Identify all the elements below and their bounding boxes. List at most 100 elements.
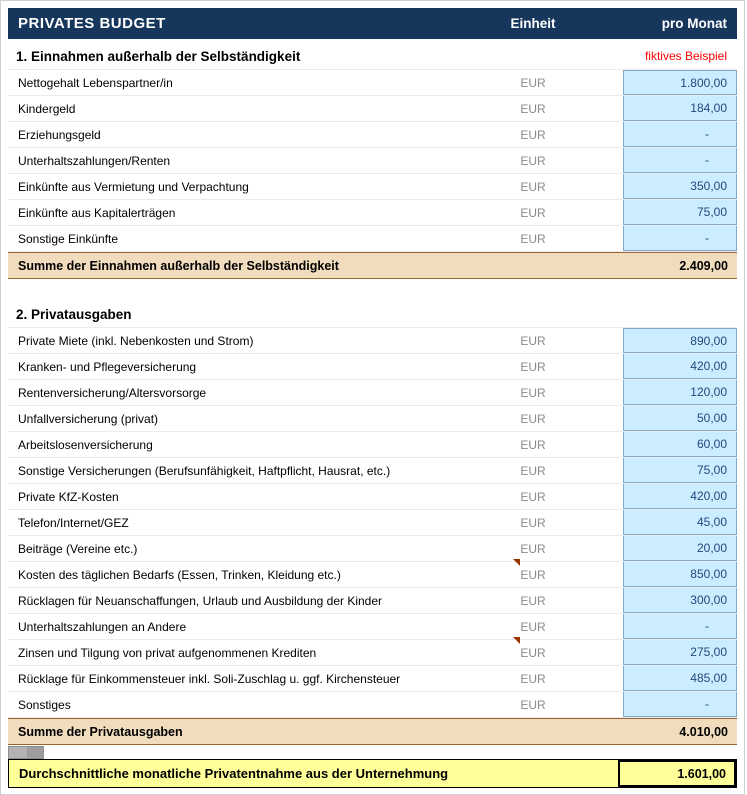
- amount-cell[interactable]: 350,00: [623, 174, 737, 199]
- amount-value: -: [705, 231, 709, 245]
- row-label-text: Sonstige Einkünfte: [18, 231, 119, 246]
- amount-cell[interactable]: 275,00: [623, 640, 737, 665]
- row-label: Sonstiges: [8, 698, 488, 712]
- amount-cell[interactable]: -: [623, 614, 737, 639]
- amount-cell[interactable]: 50,00: [623, 406, 737, 431]
- comment-marker-icon[interactable]: [513, 636, 520, 644]
- amount-value: -: [705, 619, 709, 633]
- unit-label: EUR: [520, 619, 546, 634]
- amount-cell[interactable]: 420,00: [623, 484, 737, 509]
- amount-cell[interactable]: 485,00: [623, 666, 737, 691]
- row-label: Einkünfte aus Vermietung und Verpachtung: [8, 180, 488, 194]
- unit-label: EUR: [520, 127, 546, 142]
- amount-cell[interactable]: 420,00: [623, 354, 737, 379]
- amount-cell[interactable]: 120,00: [623, 380, 737, 405]
- table-row: Private KfZ-Kosten EUR 420,00: [8, 484, 737, 510]
- amount-value: 45,00: [696, 515, 727, 529]
- row-label-text: Rücklagen für Neuanschaffungen, Urlaub u…: [18, 593, 383, 608]
- section-title: 1. Einnahmen außerhalb der Selbständigke…: [16, 48, 301, 64]
- total-value: 1.601,00: [677, 766, 726, 781]
- amount-cell[interactable]: 890,00: [623, 328, 737, 353]
- amount-cell[interactable]: -: [623, 122, 737, 147]
- unit-label: EUR: [520, 593, 546, 608]
- row-label-text: Zinsen und Tilgung von privat aufgenomme…: [18, 645, 317, 660]
- amount-cell[interactable]: 300,00: [623, 588, 737, 613]
- unit-label: EUR: [520, 541, 546, 556]
- table-row: Unterhaltszahlungen an Andere EUR -: [8, 614, 737, 640]
- unit-label: EUR: [520, 179, 546, 194]
- row-label-text: Telefon/Internet/GEZ: [18, 515, 129, 530]
- row-label: Erziehungsgeld: [8, 128, 488, 142]
- row-label-text: Rücklage für Einkommensteuer inkl. Soli-…: [18, 671, 401, 686]
- section-2-heading-row: 2. Privatausgaben: [8, 301, 737, 328]
- unit-label: EUR: [520, 411, 546, 426]
- amount-value: 20,00: [696, 541, 727, 555]
- unit-label: EUR: [520, 333, 546, 348]
- table-row: Arbeitslosenversicherung EUR 60,00: [8, 432, 737, 458]
- section-2-rows: Private Miete (inkl. Nebenkosten und Str…: [8, 328, 737, 718]
- sheet-corner: [8, 745, 44, 759]
- amount-value: 1.800,00: [680, 75, 727, 90]
- row-label-text: Unfallversicherung (privat): [18, 411, 159, 426]
- table-row: Rentenversicherung/Altersvorsorge EUR 12…: [8, 380, 737, 406]
- amount-value: 75,00: [696, 463, 727, 477]
- table-row: Telefon/Internet/GEZ EUR 45,00: [8, 510, 737, 536]
- amount-cell[interactable]: 20,00: [623, 536, 737, 561]
- amount-value: -: [705, 153, 709, 167]
- unit-label: EUR: [520, 671, 546, 686]
- column-header-pro-monat: pro Monat: [661, 16, 727, 31]
- amount-value: 275,00: [690, 645, 727, 659]
- amount-cell[interactable]: 184,00: [623, 96, 737, 121]
- comment-marker-icon[interactable]: [513, 558, 520, 566]
- row-label-text: Arbeitslosenversicherung: [18, 437, 153, 452]
- unit-label: EUR: [520, 645, 546, 660]
- amount-value: 120,00: [690, 385, 727, 399]
- row-label: Private Miete (inkl. Nebenkosten und Str…: [8, 334, 488, 348]
- amount-value: 75,00: [696, 205, 727, 219]
- total-amount-cell[interactable]: 1.601,00: [618, 760, 736, 787]
- amount-cell[interactable]: 75,00: [623, 200, 737, 225]
- amount-value: 890,00: [690, 333, 727, 348]
- budget-sheet: PRIVATES BUDGET Einheit pro Monat 1. Ein…: [8, 8, 737, 788]
- row-label: Arbeitslosenversicherung: [8, 438, 488, 452]
- table-row: Kosten des täglichen Bedarfs (Essen, Tri…: [8, 558, 737, 588]
- row-label: Sonstige Einkünfte: [8, 232, 488, 246]
- row-label: Unfallversicherung (privat): [8, 412, 488, 426]
- section-title: 2. Privatausgaben: [16, 306, 132, 322]
- amount-value: 184,00: [690, 101, 727, 115]
- amount-cell[interactable]: 60,00: [623, 432, 737, 457]
- row-label: Rentenversicherung/Altersvorsorge: [8, 386, 488, 400]
- amount-cell[interactable]: -: [623, 226, 737, 251]
- table-row: Rücklagen für Neuanschaffungen, Urlaub u…: [8, 588, 737, 614]
- row-label: Unterhaltszahlungen an Andere: [8, 620, 488, 634]
- table-row: Rücklage für Einkommensteuer inkl. Soli-…: [8, 666, 737, 692]
- unit-label: EUR: [520, 359, 546, 374]
- row-label: Einkünfte aus Kapitalerträgen: [8, 206, 488, 220]
- amount-cell[interactable]: -: [623, 692, 737, 717]
- unit-label: EUR: [520, 75, 546, 90]
- amount-cell[interactable]: 75,00: [623, 458, 737, 483]
- amount-value: 420,00: [690, 489, 727, 503]
- unit-label: EUR: [520, 153, 546, 168]
- section-gap: [8, 279, 737, 297]
- table-row: Einkünfte aus Kapitalerträgen EUR 75,00: [8, 200, 737, 226]
- amount-cell[interactable]: 45,00: [623, 510, 737, 535]
- row-label: Kosten des täglichen Bedarfs (Essen, Tri…: [8, 558, 520, 582]
- amount-cell[interactable]: 1.800,00: [623, 70, 737, 95]
- summary-label: Summe der Einnahmen außerhalb der Selbst…: [18, 258, 339, 273]
- table-row: Sonstige Versicherungen (Berufsunfähigke…: [8, 458, 737, 484]
- row-label-text: Kranken- und Pflegeversicherung: [18, 359, 197, 374]
- unit-label: EUR: [520, 437, 546, 452]
- row-label-text: Kindergeld: [18, 101, 76, 116]
- row-label-text: Unterhaltszahlungen/Renten: [18, 153, 171, 168]
- unit-label: EUR: [520, 101, 546, 116]
- table-row: Sonstiges EUR -: [8, 692, 737, 718]
- amount-cell[interactable]: -: [623, 148, 737, 173]
- example-note: fiktives Beispiel: [644, 49, 727, 63]
- amount-cell[interactable]: 850,00: [623, 562, 737, 587]
- amount-value: 60,00: [696, 437, 727, 451]
- table-row: Unfallversicherung (privat) EUR 50,00: [8, 406, 737, 432]
- row-label-text: Rentenversicherung/Altersvorsorge: [18, 385, 207, 400]
- bottom-gap: [8, 745, 737, 759]
